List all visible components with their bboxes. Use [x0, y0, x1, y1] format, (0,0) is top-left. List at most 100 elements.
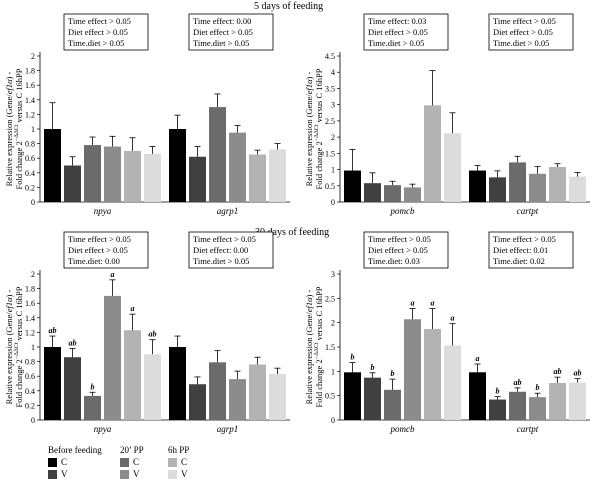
stats-line: Time effect: 0.00: [193, 16, 251, 26]
significance-letter: a: [451, 314, 455, 323]
stats-box: [63, 231, 149, 269]
bar: [489, 399, 506, 420]
stats-line: Diet effect > 0.05: [68, 27, 128, 37]
y-tick-label: 2.5: [325, 294, 335, 303]
y-tick-label: 1.2: [25, 110, 35, 119]
y-tick-label: 2: [31, 52, 35, 61]
bar: [249, 154, 266, 202]
y-tick-label: 0.4: [25, 169, 35, 178]
x-category-label: cartpt: [517, 206, 539, 216]
stats-line: Time effect > 0.05: [68, 234, 131, 244]
stats-line: Diet effect > 0.05: [493, 27, 553, 37]
bar: [469, 372, 486, 420]
stats-box: [488, 13, 574, 51]
bar: [384, 185, 401, 202]
bar: [489, 177, 506, 202]
stats-line: Time.diet > 0.05: [193, 256, 249, 266]
y-tick-label: 3: [331, 101, 335, 110]
y-tick-label: 1: [331, 166, 335, 175]
y-tick-label: 3.5: [325, 84, 335, 93]
y-axis-label: Relative expression (Gene/ef1α) -Fold ch…: [4, 286, 24, 407]
bar: [44, 347, 61, 420]
y-axis-label-superscript: −ΔΔCt: [314, 342, 320, 359]
legend-swatch: [120, 457, 129, 467]
significance-letter: ab: [574, 369, 582, 378]
y-tick-label: 1: [331, 367, 335, 376]
stats-line: Time effect > 0.05: [193, 234, 256, 244]
y-tick-label: 0: [331, 198, 335, 207]
x-category-label: agrp1: [217, 206, 239, 216]
legend-label: V: [133, 469, 140, 479]
y-axis-label-superscript: −ΔΔCt: [14, 342, 20, 359]
bar: [509, 162, 526, 202]
bar: [424, 328, 441, 420]
bar: [209, 107, 226, 202]
y-axis-label-line1-end: ) -: [304, 289, 314, 297]
stats-line: Time effect > 0.05: [68, 16, 131, 26]
x-category-label: npya: [94, 206, 112, 216]
y-axis-label: Relative expression (Gene/ef1α) -Fold ch…: [304, 68, 324, 189]
significance-letter: ab: [149, 330, 157, 339]
y-tick-label: 2.5: [325, 117, 335, 126]
legend-item-before-c: C: [48, 457, 67, 467]
bar: [84, 145, 101, 202]
bar: [104, 295, 121, 420]
y-axis-label-line2-end: versus C 16hPP: [14, 68, 24, 124]
legend-item-6hpp-c: C: [168, 457, 187, 467]
legend-label: V: [181, 469, 188, 479]
stats-line: Diet effect > 0.05: [193, 27, 253, 37]
y-axis-label-gene: ef1α: [4, 297, 14, 312]
bar: [549, 166, 566, 202]
bar: [209, 362, 226, 420]
x-category-label: cartpt: [517, 424, 539, 434]
bar: [469, 170, 486, 202]
y-tick-label: 1: [31, 125, 35, 134]
y-tick-label: 0.2: [25, 401, 35, 410]
legend-group-6h-pp: 6h PP: [168, 445, 190, 455]
chart-30d-pomcb-cartpt: Relative expression (Gene/ef1α) -Fold ch…: [304, 231, 590, 434]
stats-box: [363, 13, 449, 51]
bar: [569, 382, 586, 420]
bar: [569, 176, 586, 202]
y-axis-label-line1-end: ) -: [4, 289, 14, 297]
y-tick-label: 1.5: [325, 149, 335, 158]
stats-line: Time.diet > 0.05: [368, 38, 424, 48]
y-tick-label: 0.6: [25, 372, 35, 381]
y-axis-label-gene: ef1α: [304, 79, 314, 94]
y-tick-label: 1.8: [25, 285, 35, 294]
section-title-5-days: 5 days of feeding: [254, 1, 324, 12]
y-tick-label: 1.2: [25, 328, 35, 337]
y-tick-label: 2: [31, 270, 35, 279]
bar: [509, 391, 526, 420]
y-tick-label: 0.2: [25, 183, 35, 192]
significance-letter: a: [111, 270, 115, 279]
significance-letter: b: [536, 383, 540, 392]
stats-line: Diet effect: 0.00: [193, 245, 248, 255]
stats-line: Time.diet: 0.00: [68, 256, 120, 266]
chart-5d-pomcb-cartpt: Relative expression (Gene/ef1α) -Fold ch…: [304, 13, 590, 216]
y-axis-label-line1-end: ) -: [304, 71, 314, 79]
significance-letter: b: [91, 382, 95, 391]
significance-letter: a: [131, 304, 135, 313]
y-tick-label: 0: [31, 416, 35, 425]
bar: [189, 156, 206, 202]
y-tick-label: 4.5: [325, 52, 335, 61]
y-axis-label-line2: Fold change 2−ΔΔCt versus C 16hPP: [14, 286, 24, 407]
bar: [444, 345, 461, 420]
bar: [104, 146, 121, 202]
y-tick-label: 0: [31, 198, 35, 207]
bar: [344, 372, 361, 420]
stats-line: Time effect > 0.05: [493, 16, 556, 26]
chart-30d-npya-agrp1: Relative expression (Gene/ef1α) -Fold ch…: [4, 231, 290, 434]
stats-box: [188, 13, 274, 51]
y-tick-label: 4: [331, 68, 335, 77]
bar: [189, 384, 206, 420]
stats-box: [188, 231, 274, 269]
x-category-label: agrp1: [217, 424, 239, 434]
significance-letter: b: [351, 353, 355, 362]
y-axis-label-line1-end: ) -: [4, 71, 14, 79]
stats-line: Diet effect: 0.01: [493, 245, 548, 255]
legend-swatch: [48, 469, 57, 479]
y-tick-label: 0.6: [25, 154, 35, 163]
chart-5d-npya-agrp1: Relative expression (Gene/ef1α) -Fold ch…: [4, 13, 290, 216]
